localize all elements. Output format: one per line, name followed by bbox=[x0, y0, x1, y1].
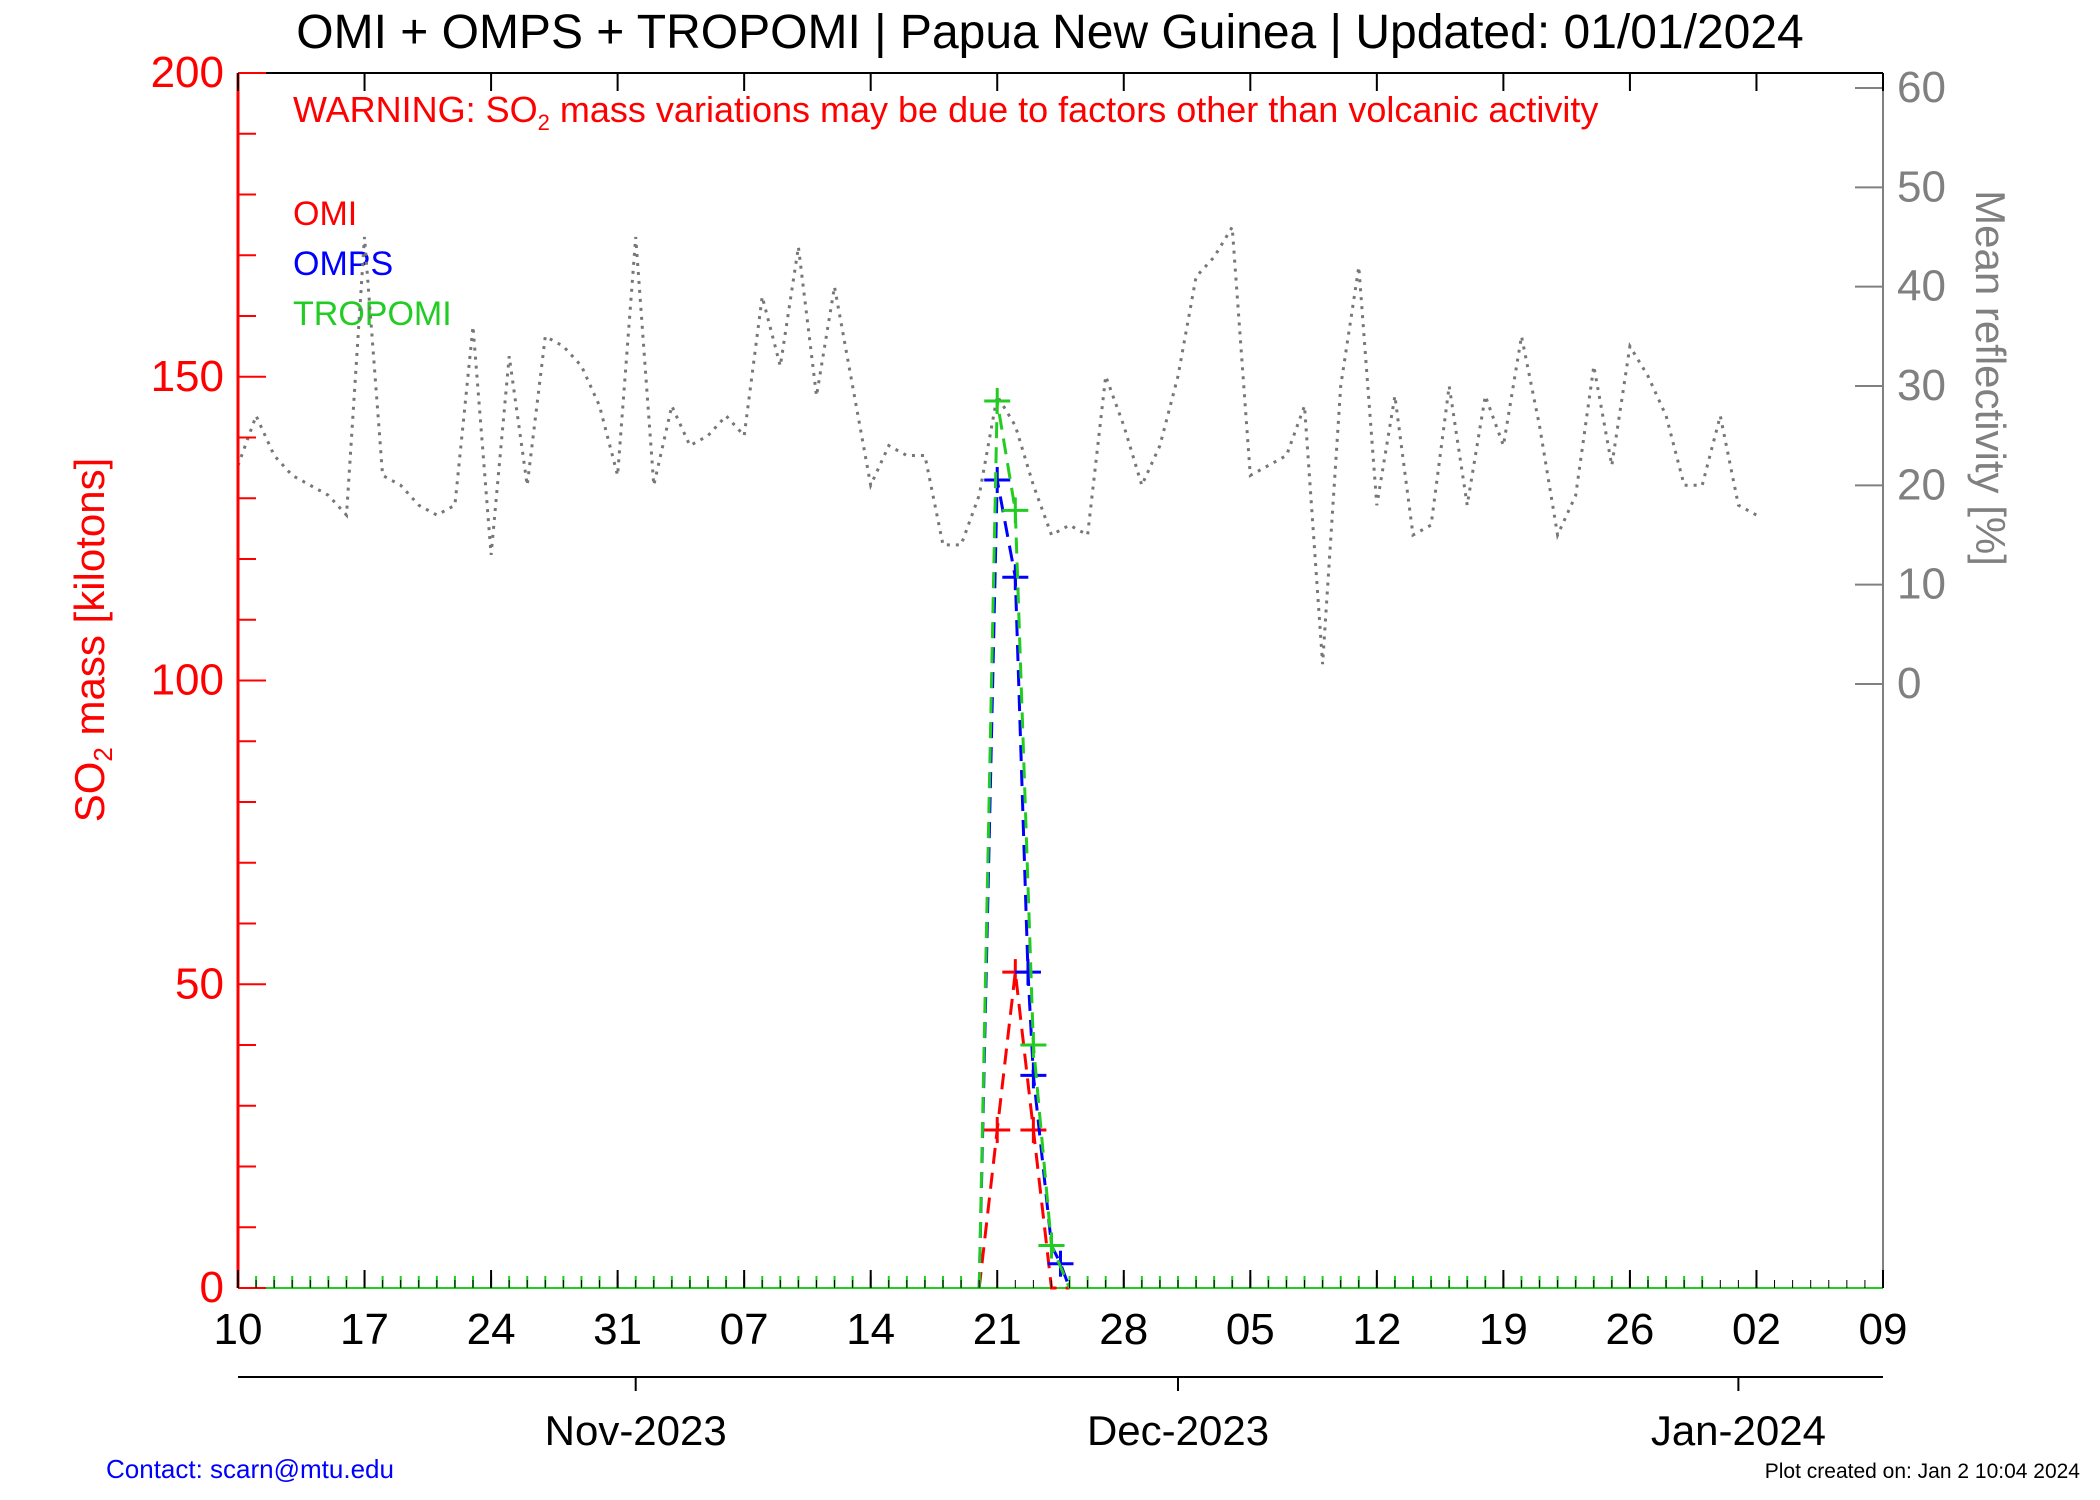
zero-markers bbox=[237, 1276, 1883, 1289]
tropomi-line bbox=[977, 400, 1071, 1289]
footer-created: Plot created on: Jan 2 10:04 2024 bbox=[1765, 1460, 2081, 1483]
y2-tick-label: 50 bbox=[1897, 162, 1946, 211]
y2-tick-label: 40 bbox=[1897, 262, 1946, 311]
tropomi-point bbox=[1002, 497, 1029, 524]
tropomi-point bbox=[984, 388, 1011, 415]
month-label: Jan-2024 bbox=[1651, 1407, 1826, 1454]
y-tick-label: 150 bbox=[151, 352, 224, 401]
footer-contact[interactable]: Contact: scarn@mtu.edu bbox=[106, 1454, 394, 1484]
y2-tick-label: 30 bbox=[1897, 361, 1946, 410]
y2-tick-label: 0 bbox=[1897, 659, 1921, 708]
y-tick-label: 50 bbox=[175, 959, 224, 1008]
y2-tick-label: 60 bbox=[1897, 63, 1946, 112]
x-tick-label: 05 bbox=[1226, 1305, 1275, 1354]
omps-point bbox=[984, 467, 1011, 494]
series-layer bbox=[977, 388, 1074, 1290]
x-tick-label: 07 bbox=[720, 1305, 769, 1354]
x-tick-label: 26 bbox=[1605, 1305, 1654, 1354]
y2-tick-label: 10 bbox=[1897, 560, 1946, 609]
warning-suffix: mass variations may be due to factors ot… bbox=[550, 89, 1598, 130]
x-tick-label: 09 bbox=[1859, 1305, 1908, 1354]
month-label: Dec-2023 bbox=[1087, 1407, 1269, 1454]
x-tick-label: 17 bbox=[340, 1305, 389, 1354]
tropomi-point bbox=[1038, 1232, 1065, 1259]
omps-point bbox=[1014, 959, 1041, 986]
chart-title: OMI + OMPS + TROPOMI | Papua New Guinea … bbox=[296, 6, 1803, 59]
ylabel-subscript: 2 bbox=[88, 747, 118, 761]
x-tick-label: 31 bbox=[593, 1305, 642, 1354]
y-tick-label: 200 bbox=[151, 48, 224, 97]
tropomi-point bbox=[1020, 1032, 1047, 1058]
x-tick-label: 14 bbox=[846, 1305, 895, 1354]
x-tick-label: 10 bbox=[214, 1305, 263, 1354]
x-tick-label: 21 bbox=[973, 1305, 1022, 1354]
warning-prefix: WARNING: SO bbox=[293, 89, 538, 130]
x-tick-label: 24 bbox=[467, 1305, 516, 1354]
warning-text: WARNING: SO2 mass variations may be due … bbox=[293, 89, 1598, 135]
ylabel-suffix: mass [kilotons] bbox=[66, 458, 113, 747]
x-tick-label: 28 bbox=[1099, 1305, 1148, 1354]
warning-subscript: 2 bbox=[538, 110, 550, 135]
x-tick-label: 12 bbox=[1352, 1305, 1401, 1354]
reflectivity-line bbox=[236, 222, 1758, 665]
plot-frame bbox=[238, 72, 1884, 1289]
reflectivity-layer bbox=[236, 222, 1758, 665]
legend-omps: OMPS bbox=[293, 245, 393, 283]
omps-point bbox=[1002, 564, 1029, 591]
omi-line bbox=[977, 971, 1070, 1290]
omi-point bbox=[1020, 1117, 1047, 1144]
omps-line bbox=[977, 479, 1071, 1289]
legend-omi: OMI bbox=[293, 195, 357, 233]
y2-axis-label: Mean reflectivity [%] bbox=[1967, 190, 2014, 566]
omi-point bbox=[984, 1117, 1011, 1144]
x-tick-label: 02 bbox=[1732, 1305, 1781, 1354]
x-tick-label: 19 bbox=[1479, 1305, 1528, 1354]
month-label: Nov-2023 bbox=[545, 1407, 727, 1454]
omps-point bbox=[1020, 1062, 1047, 1089]
y-tick-label: 100 bbox=[151, 656, 224, 705]
y-tick-label: 0 bbox=[200, 1263, 224, 1312]
y2-tick-label: 20 bbox=[1897, 460, 1946, 509]
y-axis-label: SO2 mass [kilotons] bbox=[66, 458, 118, 823]
ylabel-prefix: SO bbox=[66, 762, 113, 823]
